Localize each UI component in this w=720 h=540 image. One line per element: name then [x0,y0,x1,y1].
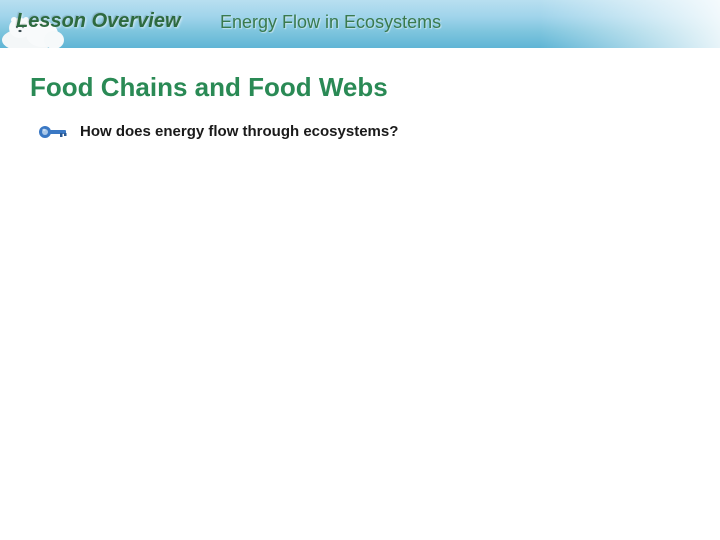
lesson-overview-label: Lesson Overview [16,10,181,33]
key-icon [38,124,68,140]
question-row: How does energy flow through ecosystems? [38,123,696,140]
header-title: Energy Flow in Ecosystems [220,12,441,33]
content-area: Food Chains and Food Webs How does energ… [0,48,720,140]
header-fade [540,0,720,48]
header-bar: Lesson Overview Energy Flow in Ecosystem… [0,0,720,48]
question-text: How does energy flow through ecosystems? [80,123,398,140]
section-title: Food Chains and Food Webs [30,72,696,103]
